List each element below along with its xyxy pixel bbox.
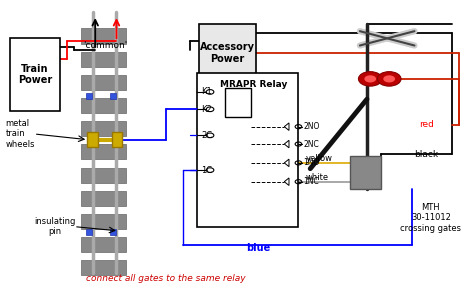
Bar bbox=[110, 93, 117, 99]
Bar bbox=[81, 260, 126, 275]
Bar bbox=[81, 29, 126, 44]
Text: white: white bbox=[306, 173, 328, 182]
Bar bbox=[81, 214, 126, 229]
Circle shape bbox=[358, 72, 382, 86]
Bar bbox=[81, 52, 126, 67]
Bar bbox=[81, 121, 126, 136]
Text: insulating
pin: insulating pin bbox=[34, 217, 76, 236]
Text: 1NC: 1NC bbox=[303, 177, 319, 186]
Circle shape bbox=[365, 75, 376, 83]
Text: 2C: 2C bbox=[201, 131, 213, 140]
Bar bbox=[81, 98, 126, 113]
Bar bbox=[10, 38, 60, 111]
Text: 2NO: 2NO bbox=[303, 122, 319, 131]
Text: K2: K2 bbox=[201, 105, 212, 114]
Bar bbox=[86, 93, 92, 99]
Text: Train
Power: Train Power bbox=[18, 64, 52, 85]
Text: red: red bbox=[419, 120, 434, 129]
Bar bbox=[199, 24, 256, 82]
Text: metal
train
wheels: metal train wheels bbox=[5, 119, 35, 149]
Bar bbox=[225, 88, 251, 116]
Text: MRAPR Relay: MRAPR Relay bbox=[220, 80, 288, 89]
Text: connect all gates to the same relay: connect all gates to the same relay bbox=[86, 274, 246, 283]
Bar bbox=[197, 73, 299, 227]
Bar bbox=[81, 75, 126, 90]
Text: black: black bbox=[414, 150, 438, 159]
Text: MTH
30-11012
crossing gates: MTH 30-11012 crossing gates bbox=[400, 203, 461, 233]
Bar bbox=[87, 132, 98, 147]
Bar bbox=[110, 230, 117, 235]
Text: yellow: yellow bbox=[306, 155, 333, 164]
Text: 1C: 1C bbox=[201, 166, 213, 175]
Text: 1NO: 1NO bbox=[303, 158, 319, 167]
Bar bbox=[86, 230, 92, 235]
Text: Accessory
Power: Accessory Power bbox=[200, 42, 255, 64]
Polygon shape bbox=[284, 123, 289, 130]
Circle shape bbox=[383, 75, 395, 83]
Bar bbox=[81, 191, 126, 206]
Polygon shape bbox=[284, 140, 289, 148]
Bar bbox=[81, 168, 126, 182]
Bar bbox=[112, 132, 122, 147]
Text: K1: K1 bbox=[201, 87, 212, 96]
Polygon shape bbox=[284, 178, 289, 185]
Bar bbox=[350, 156, 381, 189]
Polygon shape bbox=[284, 159, 289, 167]
Text: 'common': 'common' bbox=[83, 41, 128, 50]
Text: 2NC: 2NC bbox=[303, 140, 319, 148]
Bar bbox=[81, 237, 126, 252]
Circle shape bbox=[377, 72, 401, 86]
Text: blue: blue bbox=[246, 243, 270, 253]
Bar bbox=[81, 144, 126, 159]
